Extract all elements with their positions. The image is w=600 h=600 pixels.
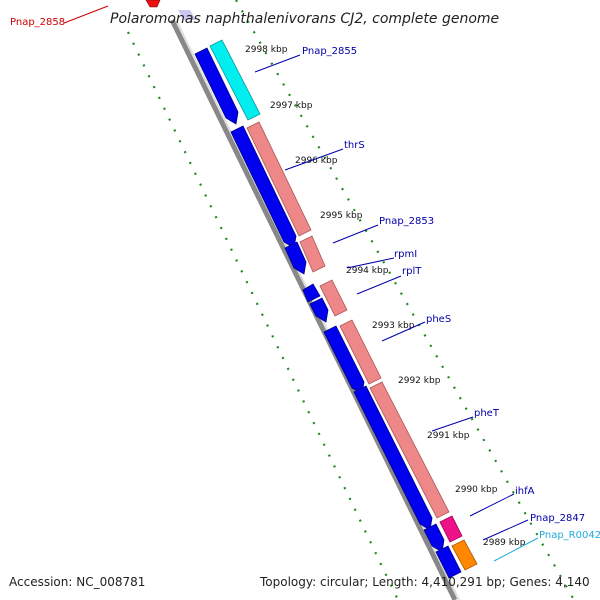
gene-pnap-2858-arrow[interactable] xyxy=(145,0,161,8)
gene-pnap-2853-arrow[interactable] xyxy=(299,235,326,273)
label-leader-pnap-2858 xyxy=(63,5,109,24)
tick-label: 2998 kbp xyxy=(245,45,288,55)
tick-label: 2989 kbp xyxy=(483,538,526,548)
label-leader-rplT xyxy=(356,275,402,295)
gene-thrS-arrow[interactable] xyxy=(246,121,312,237)
outer-dotted-ring xyxy=(235,0,575,600)
tick-label: 2991 kbp xyxy=(427,431,470,441)
gene-pnap-2855-arrow[interactable] xyxy=(209,39,261,121)
label-leader-thrS xyxy=(284,148,344,171)
tick-label: 2994 kbp xyxy=(346,266,389,276)
tick-label: 2997 kbp xyxy=(270,101,313,111)
gene-label-pnap-2853[interactable]: Pnap_2853 xyxy=(379,216,434,227)
gene-label-pnap-R0042[interactable]: Pnap_R0042 xyxy=(539,530,600,541)
label-leader-pnap-2847 xyxy=(482,519,529,541)
label-leader-pnap-2855 xyxy=(254,54,301,73)
gene-label-rpmI[interactable]: rpmI xyxy=(394,249,417,260)
label-leader-pheS xyxy=(381,321,426,342)
gene-rplT-arrow[interactable] xyxy=(319,279,348,317)
gene-pheS-arrow[interactable] xyxy=(339,319,382,385)
inner-dotted-ring xyxy=(127,31,399,600)
gene-label-pnap-2855[interactable]: Pnap_2855 xyxy=(302,46,357,57)
gene-ihfA-arrow[interactable] xyxy=(439,515,463,543)
cds-arrow-3[interactable] xyxy=(284,241,307,275)
cds-arrow-6[interactable] xyxy=(353,385,433,531)
label-leader-ihfA xyxy=(469,493,515,517)
label-leader-pheT xyxy=(431,416,474,432)
cds-arrow-1[interactable] xyxy=(194,47,239,125)
cds-arrow-2[interactable] xyxy=(230,125,297,249)
label-leader-rpmI xyxy=(346,257,395,269)
genome-stats-text: Topology: circular; Length: 4,410,291 bp… xyxy=(259,575,590,589)
tick-label: 2993 kbp xyxy=(372,321,415,331)
tick-label: 2996 kbp xyxy=(295,156,338,166)
cds-arrow-7[interactable] xyxy=(423,523,445,553)
cds-arrow-rpmI[interactable] xyxy=(302,283,321,303)
gene-label-pnap-2858[interactable]: Pnap_2858 xyxy=(10,17,65,28)
gene-label-ihfA[interactable]: ihfA xyxy=(515,486,535,497)
gene-pnap-R0042-arrow[interactable] xyxy=(451,539,478,571)
tick-label: 2992 kbp xyxy=(398,376,441,386)
gene-lavender-fragment[interactable] xyxy=(178,10,196,20)
gene-pheT-arrow[interactable] xyxy=(369,381,450,519)
map-title: Polaromonas naphthalenivorans CJ2, compl… xyxy=(110,11,499,27)
accession-text: Accession: NC_008781 xyxy=(9,575,145,589)
tick-label: 2995 kbp xyxy=(320,211,363,221)
label-leader-pnap-R0042 xyxy=(493,537,539,562)
label-leader-pnap-2853 xyxy=(332,224,379,244)
cds-arrow-4[interactable] xyxy=(309,297,329,323)
gene-label-rplT[interactable]: rplT xyxy=(402,266,422,277)
tick-label: 2990 kbp xyxy=(455,485,498,495)
gene-label-thrS[interactable]: thrS xyxy=(344,140,365,151)
gene-label-pnap-2847[interactable]: Pnap_2847 xyxy=(530,513,585,524)
gene-label-pheS[interactable]: pheS xyxy=(426,314,451,325)
gene-label-pheT[interactable]: pheT xyxy=(474,408,500,419)
cds-arrow-8[interactable] xyxy=(435,545,462,579)
